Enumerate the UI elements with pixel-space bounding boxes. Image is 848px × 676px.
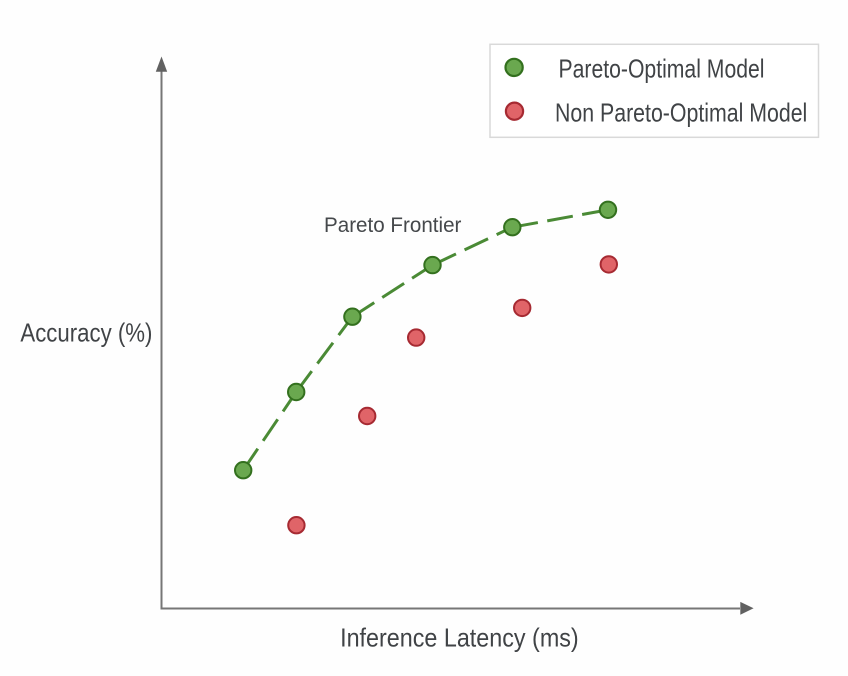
svg-text:Pareto-Optimal Model: Pareto-Optimal Model [559,54,765,84]
svg-text:Non Pareto-Optimal Model: Non Pareto-Optimal Model [555,98,807,128]
svg-text:Inference Latency (ms): Inference Latency (ms) [340,622,579,652]
svg-text:Pareto Frontier: Pareto Frontier [324,214,461,237]
svg-text:Accuracy (%): Accuracy (%) [20,317,152,347]
